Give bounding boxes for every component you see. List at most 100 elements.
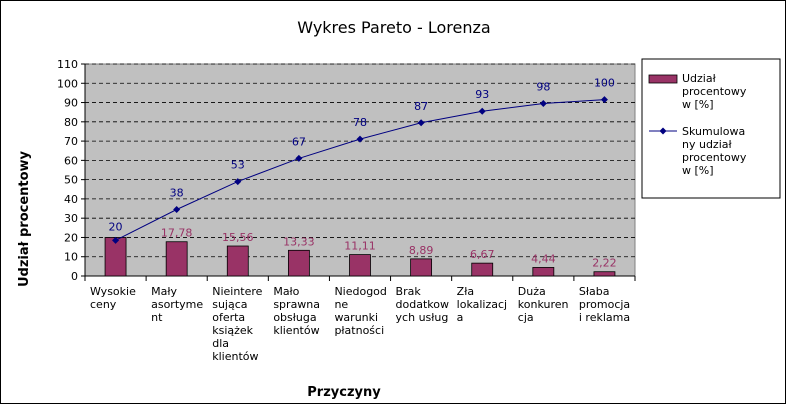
category-label: Niedogod ne warunki płatności	[334, 285, 386, 337]
category-label-line: ne	[334, 298, 348, 311]
bar-value-label: 2,22	[592, 257, 617, 270]
bar	[287, 249, 310, 277]
y-tick-label: 40	[64, 193, 78, 206]
legend-label-line: procentowy	[682, 85, 747, 98]
category-label-line: obsługa	[273, 311, 316, 324]
category-label-line: płatności	[334, 324, 384, 337]
category-label-line: asortyme	[151, 298, 203, 311]
category-label-line: nt	[151, 311, 163, 324]
legend-label-line: w [%]	[682, 164, 714, 177]
category-label-line: klientów	[273, 324, 319, 337]
line-value-label: 100	[594, 77, 615, 90]
line-point	[600, 96, 608, 104]
line-value-label: 78	[353, 116, 367, 129]
category-label-line: ceny	[90, 298, 117, 311]
category-label-line: cja	[518, 311, 534, 324]
bar-value-label: 17,78	[161, 227, 193, 240]
legend-bar-label: Udział procentowy w [%]	[682, 72, 747, 111]
category-label-line: promocja	[579, 298, 630, 311]
bar	[226, 245, 249, 277]
category-label-line: Brak	[396, 285, 422, 298]
category-label-line: dodatkow	[396, 298, 449, 311]
legend-line-label: Skumulowa ny udział procentowy w [%]	[682, 125, 747, 177]
y-tick-label: 80	[64, 116, 78, 129]
bar	[165, 241, 188, 277]
bar-value-label: 11,11	[344, 240, 376, 253]
category-label: Wysokie ceny	[90, 285, 136, 311]
y-tick-label: 60	[64, 154, 78, 167]
category-label-line: Mały	[151, 285, 177, 298]
bar	[471, 262, 494, 277]
category-label-line: Nieintere	[212, 285, 262, 298]
plot-area: 0 10 20 30 40 50 60 70 80 90 100 110 Wysokie ceny Mały…	[57, 58, 636, 363]
line-point	[539, 100, 547, 108]
category-label-line: konkuren	[518, 298, 569, 311]
bar-value-label: 8,89	[409, 244, 434, 257]
line-point	[356, 135, 364, 143]
category-label-line: a	[457, 311, 464, 324]
line-point	[417, 119, 425, 127]
line-value-label: 20	[109, 220, 123, 233]
plot-background	[84, 63, 636, 277]
legend-label-line: ny udział	[682, 138, 733, 151]
line-value-label: 38	[170, 187, 184, 200]
bar	[532, 267, 555, 277]
y-tick-label: 50	[64, 174, 78, 187]
bar-value-label: 4,44	[531, 252, 556, 265]
legend-label-line: procentowy	[682, 151, 747, 164]
category-label: Mały asortyme nt	[151, 285, 203, 324]
y-tick-label: 10	[64, 251, 78, 264]
category-label: Nieintere sująca oferta książek dla klientów	[212, 285, 262, 363]
category-label-line: Słaba	[579, 285, 610, 298]
category-label-line: lokalizacj	[457, 298, 507, 311]
line-point	[234, 178, 242, 186]
category-label-line: Mało	[273, 285, 299, 298]
x-axis-label: Przyczyny	[307, 385, 381, 400]
category-label-line: Duża	[518, 285, 546, 298]
chart-title: Wykres Pareto - Lorenza	[297, 18, 490, 37]
line-value-label: 87	[414, 100, 428, 113]
category-label-line: Niedogod	[334, 285, 386, 298]
category-label-line: sująca	[212, 298, 247, 311]
bar-value-label: 15,56	[222, 231, 254, 244]
y-tick-label: 30	[64, 212, 78, 225]
category-label: Duża konkuren cja	[518, 285, 569, 324]
category-label-line: książek	[212, 324, 253, 337]
category-label-line: Zła	[457, 285, 474, 298]
category-label: Mało sprawna obsługa klientów	[273, 285, 320, 337]
category-label-line: i reklama	[579, 311, 630, 324]
category-label-line: Wysokie	[90, 285, 136, 298]
legend-label-line: Udział	[682, 72, 717, 85]
line-value-label: 98	[536, 81, 550, 94]
y-tick-label: 70	[64, 135, 78, 148]
y-tick-label: 100	[57, 77, 78, 90]
legend-line-marker	[659, 127, 667, 135]
y-tick-label: 0	[71, 270, 78, 283]
y-axis-label: Udział procentowy	[17, 150, 32, 287]
category-label: Zła lokalizacj a	[457, 285, 507, 324]
category-label: Brak dodatkow ych usług	[396, 285, 449, 324]
bar	[593, 271, 616, 277]
category-label-line: ych usług	[396, 311, 449, 324]
category-label-line: sprawna	[273, 298, 320, 311]
legend-label-line: w [%]	[682, 98, 714, 111]
line-point	[478, 107, 486, 115]
legend: Udział procentowy w [%]Skumulowa ny udział p…	[641, 58, 781, 199]
line-value-label: 93	[475, 88, 489, 101]
category-label: Słaba promocja i reklama	[579, 285, 630, 324]
bar-value-label: 13,33	[283, 235, 315, 248]
bar	[410, 258, 433, 277]
category-label-line: warunki	[334, 311, 378, 324]
bar	[349, 254, 371, 277]
line-point	[295, 154, 303, 162]
y-tick-label: 20	[64, 231, 78, 244]
category-label-line: dla	[212, 337, 229, 350]
y-tick-label: 90	[64, 97, 78, 110]
y-tick-label: 110	[57, 58, 78, 71]
legend-bar-swatch	[648, 74, 678, 84]
legend-label-line: Skumulowa	[682, 125, 745, 138]
line-point	[112, 236, 120, 244]
category-label-line: oferta	[212, 311, 245, 324]
